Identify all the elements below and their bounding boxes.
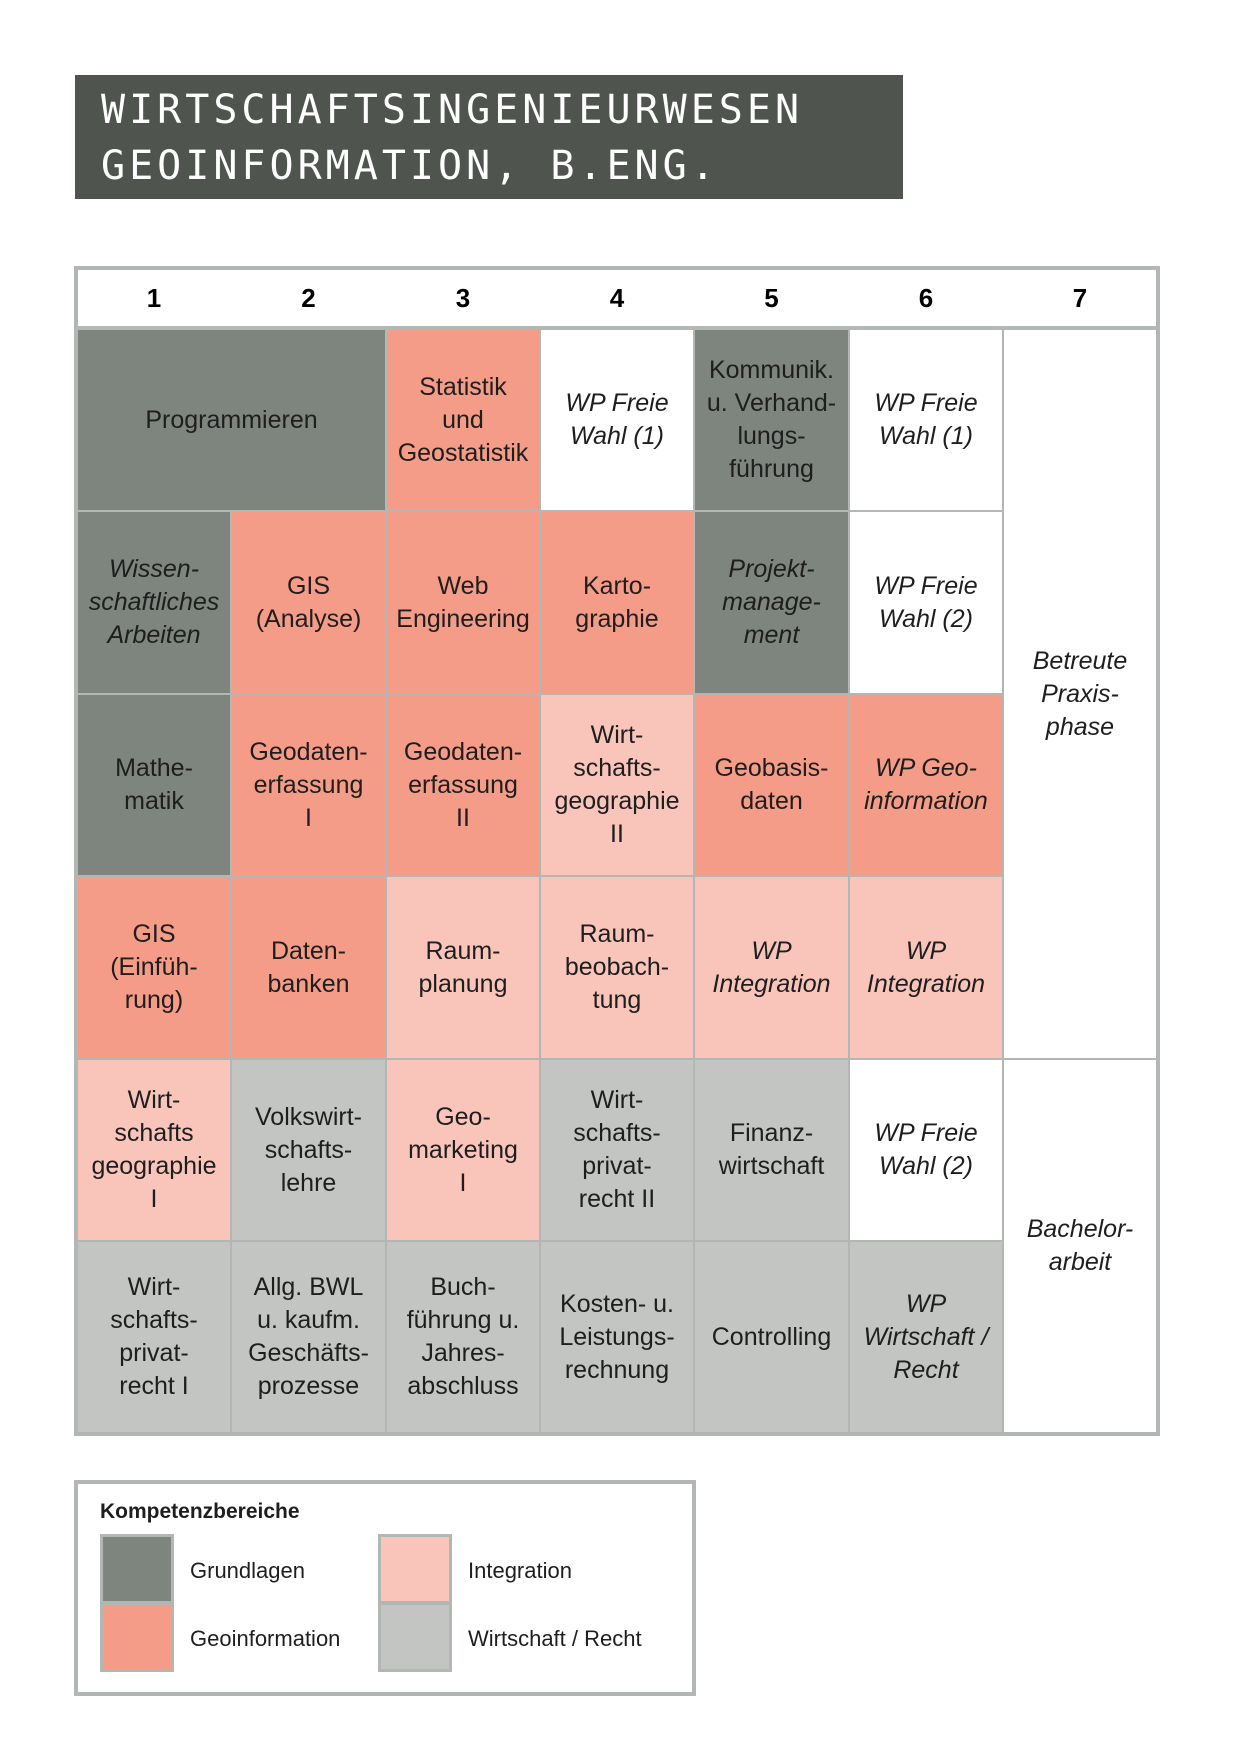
module-datenbanken: Daten- banken [232,877,385,1058]
legend-label-integration: Integration [468,1558,572,1583]
semester-header-row: 1 2 3 4 5 6 7 [78,270,1156,326]
legend-label-wirtschaft-recht: Wirtschaft / Recht [468,1626,642,1651]
module-kartographie: Karto- graphie [541,512,693,693]
legend-box: Kompetenzbereiche Grundlagen Geoinformat… [74,1480,696,1696]
module-bachelorarbeit: Bachelor- arbeit [1004,1060,1156,1432]
module-praxisphase: Betreute Praxis- phase [1004,330,1156,1058]
module-wirtschaftsgeographie-2: Wirt- schafts- geographie II [541,695,693,875]
module-wp-integration-sem5: WP Integration [695,877,848,1058]
module-wirtschaftsprivatrecht-2: Wirt- schafts- privat- recht II [541,1060,693,1240]
module-raumplanung: Raum- planung [387,877,539,1058]
module-wp-wirtschaft-recht: WP Wirtschaft / Recht [850,1242,1002,1432]
module-mathematik: Mathe- matik [78,695,230,875]
module-programmieren: Programmieren [78,330,385,510]
semester-6-header: 6 [918,283,934,313]
legend-title: Kompetenzbereiche [100,1500,300,1523]
module-wp-freie-wahl-2-sem6: WP Freie Wahl (2) [850,1060,1002,1240]
module-gis-analyse: GIS (Analyse) [232,512,385,693]
module-wissenschaftliches-arbeiten: Wissen- schaftliches Arbeiten [78,512,230,693]
module-gis-einfuehrung: GIS (Einfüh- rung) [78,877,230,1058]
semester-7-header: 7 [1072,283,1088,313]
module-web-engineering: Web Engineering [387,512,539,693]
module-projektmanagement: Projekt- manage- ment [695,512,848,693]
semester-4-header: 4 [609,283,625,313]
module-statistik: Statistik und Geostatistik [387,330,539,510]
title-line-2: Geoinformation, B.Eng. [101,143,719,189]
module-wp-geoinformation: WP Geo- information [850,695,1002,875]
semester-5-header: 5 [764,283,779,313]
module-wp-integration-sem6: WP Integration [850,877,1002,1058]
title-banner: Wirtschaftsingenieurwesen Geoinformation… [75,75,903,199]
module-allg-bwl: Allg. BWL u. kaufm. Geschäfts- prozesse [232,1242,385,1432]
legend-swatch-geoinformation [100,1602,174,1672]
module-controlling: Controlling [695,1242,848,1432]
module-geobasisdaten: Geobasis- daten [695,695,848,875]
module-kosten-leistungsrechnung: Kosten- u. Leistungs- rechnung [541,1242,693,1432]
module-raumbeobachtung: Raum- beobach- tung [541,877,693,1058]
module-kommunikation: Kommunik. u. Verhand- lungs- führung [695,330,848,510]
module-volkswirtschaftslehre: Volkswirt- schafts- lehre [232,1060,385,1240]
module-geodatenerfassung-2: Geodaten- erfassung II [387,695,539,875]
legend-swatch-grundlagen [100,1534,174,1604]
module-wp-freie-wahl-2: WP Freie Wahl (2) [850,512,1002,693]
semester-2-header: 2 [301,283,316,313]
legend-swatch-integration [378,1534,452,1604]
module-wirtschaftsprivatrecht-1: Wirt- schafts- privat- recht I [78,1242,230,1432]
module-geodatenerfassung-1: Geodaten- erfassung I [232,695,385,875]
title-line-1: Wirtschaftsingenieurwesen [101,87,804,133]
semester-1-header: 1 [146,283,162,313]
legend-label-grundlagen: Grundlagen [190,1558,305,1583]
legend-swatch-wirtschaft-recht [378,1602,452,1672]
module-geomarketing-1: Geo- marketing I [387,1060,539,1240]
module-buchfuehrung: Buch- führung u. Jahres- abschluss [387,1242,539,1432]
module-finanzwirtschaft: Finanz- wirtschaft [695,1060,848,1240]
module-wp-freie-wahl-1-sem6: WP Freie Wahl (1) [850,330,1002,510]
module-wirtschaftsgeographie-1: Wirt- schafts geographie I [78,1060,230,1240]
module-wp-freie-wahl-1: WP Freie Wahl (1) [541,330,693,510]
semester-3-header: 3 [455,283,471,313]
legend-label-geoinformation: Geoinformation [190,1626,341,1651]
